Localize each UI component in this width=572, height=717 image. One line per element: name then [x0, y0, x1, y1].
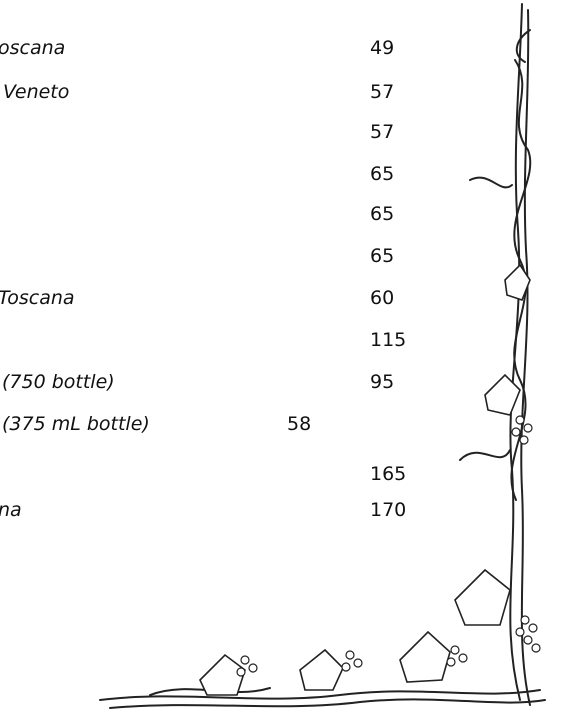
- wine-name: (750 bottle): [2, 370, 115, 394]
- price: 49: [370, 36, 394, 60]
- price: 65: [370, 162, 394, 186]
- wine-name: oscana: [0, 36, 65, 60]
- price: 58: [287, 412, 311, 436]
- menu-page: oscana 49 Veneto 57 57 65 65 65 Toscana …: [0, 0, 572, 717]
- wine-name: Toscana: [0, 286, 75, 310]
- price: 57: [370, 80, 394, 104]
- price: 165: [370, 462, 406, 486]
- wine-name: (375 mL bottle): [2, 412, 150, 436]
- price: 95: [370, 370, 394, 394]
- price: 65: [370, 244, 394, 268]
- wine-name: Veneto: [3, 80, 69, 104]
- price: 170: [370, 498, 406, 522]
- vine-decoration: [0, 0, 572, 717]
- price: 60: [370, 286, 394, 310]
- wine-name: na: [0, 498, 22, 522]
- price: 57: [370, 120, 394, 144]
- price: 65: [370, 202, 394, 226]
- price: 115: [370, 328, 406, 352]
